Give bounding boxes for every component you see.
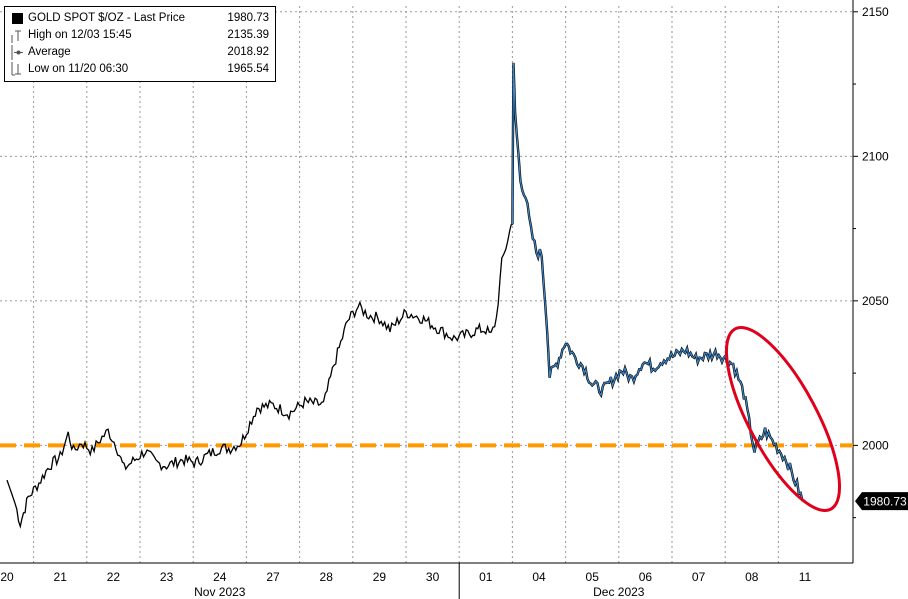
- price-line-recent: [511, 62, 806, 502]
- highlight-ellipse: [724, 326, 842, 512]
- last-price-label: 1980.73: [863, 495, 907, 509]
- month-label: Nov 2023: [194, 585, 246, 599]
- x-tick-label: 06: [639, 570, 653, 584]
- x-tick-label: 22: [107, 570, 121, 584]
- series-swatch: [11, 11, 23, 26]
- average-marker-icon: [11, 45, 23, 60]
- chart-legend: GOLD SPOT $/OZ - Last Price 1980.73 High…: [4, 6, 276, 82]
- last-price-tag: [855, 492, 908, 511]
- y-tick-label: 2100: [862, 149, 889, 163]
- month-label: Dec 2023: [593, 585, 645, 599]
- y-tick-labels: 2000 2050 2100 2150: [862, 5, 889, 453]
- x-tick-label: 27: [266, 570, 280, 584]
- axes: [0, 0, 858, 599]
- x-tick-label: 20: [0, 570, 14, 584]
- low-marker-icon: [11, 62, 23, 77]
- series-layer: [6, 62, 806, 529]
- x-tick-label: 30: [426, 570, 440, 584]
- x-tick-label: 04: [532, 570, 546, 584]
- x-tick-label: 01: [479, 570, 493, 584]
- x-tick-label: 24: [213, 570, 227, 584]
- legend-label: High on 12/03 15:45: [28, 29, 132, 41]
- legend-label: GOLD SPOT $/OZ - Last Price: [28, 12, 185, 24]
- price-line-recent-shadow: [511, 62, 806, 503]
- legend-row-low: Low on 11/20 06:30 1965.54: [11, 62, 269, 77]
- last-price-tag-layer: 1980.73: [855, 492, 908, 511]
- price-line-earlier: [6, 144, 514, 529]
- legend-value: 2135.39: [227, 29, 269, 41]
- x-tick-labels: 20 21 22 23 24 27 28 29 30 01 04 05 06 07 08 11 Nov 2023…: [0, 570, 811, 599]
- x-tick-label: 11: [799, 570, 812, 584]
- x-tick-label: 29: [373, 570, 387, 584]
- x-tick-label: 05: [586, 570, 600, 584]
- legend-label: Average: [28, 46, 71, 58]
- legend-value: 2018.92: [227, 46, 269, 58]
- legend-value: 1980.73: [227, 12, 269, 24]
- grid-lines: [0, 6, 853, 563]
- x-tick-label: 23: [160, 570, 174, 584]
- x-tick-label: 28: [320, 570, 334, 584]
- high-marker-icon: [11, 28, 23, 43]
- y-tick-label: 2150: [862, 5, 889, 19]
- y-tick-label: 2050: [862, 294, 889, 308]
- y-tick-label: 2000: [862, 438, 889, 452]
- x-tick-label: 21: [54, 570, 68, 584]
- annotation-layer: [724, 326, 842, 512]
- legend-row-last-price: GOLD SPOT $/OZ - Last Price 1980.73: [11, 11, 269, 26]
- x-tick-label: 07: [692, 570, 706, 584]
- legend-label: Low on 11/20 06:30: [28, 63, 129, 75]
- legend-row-high: High on 12/03 15:45 2135.39: [11, 28, 269, 43]
- legend-value: 1965.54: [227, 63, 269, 75]
- x-tick-label: 08: [745, 570, 759, 584]
- legend-row-average: Average 2018.92: [11, 45, 269, 60]
